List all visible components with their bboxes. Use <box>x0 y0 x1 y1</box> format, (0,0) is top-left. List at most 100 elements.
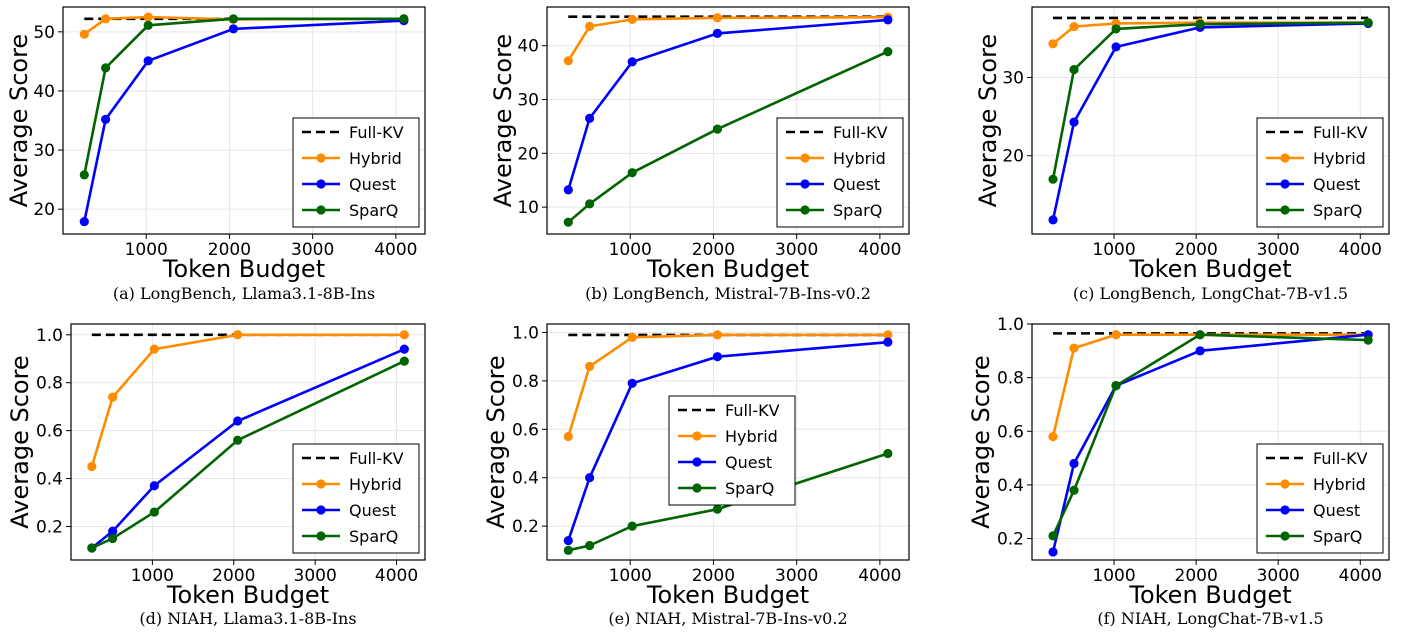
x-tick-label: 2000 <box>212 566 255 586</box>
data-point-sparq <box>563 217 573 227</box>
data-point-hybrid <box>87 461 97 472</box>
x-tick-label: 4000 <box>375 566 418 586</box>
data-point-sparq <box>101 63 111 73</box>
legend: Full-KV Hybrid Quest SparQ <box>668 395 796 506</box>
legend-label: Hybrid <box>1313 149 1366 168</box>
legend-label: Quest <box>349 175 396 194</box>
data-point-quest <box>101 114 111 124</box>
data-point-quest <box>233 416 243 426</box>
x-axis-label: Token Budget <box>1128 255 1291 283</box>
data-point-quest <box>1069 458 1079 469</box>
legend-marker <box>1280 179 1290 189</box>
legend-label: Full-KV <box>1313 123 1368 142</box>
legend-marker <box>316 179 326 189</box>
data-point-quest <box>149 481 159 491</box>
y-tick-label: 50 <box>33 23 55 43</box>
plot-frame <box>1031 323 1390 561</box>
data-point-hybrid <box>108 392 118 402</box>
data-point-sparq <box>1363 18 1373 28</box>
legend-marker <box>1280 479 1290 489</box>
data-point-sparq <box>108 533 118 544</box>
data-point-sparq <box>399 14 409 24</box>
legend-label: Hybrid <box>349 149 402 168</box>
legend-label: Full-KV <box>349 123 404 142</box>
y-tick-label: 0.4 <box>36 470 63 490</box>
x-tick-label: 3000 <box>775 566 818 586</box>
legend-marker <box>316 153 326 163</box>
y-tick-label: 0.8 <box>36 374 63 394</box>
legend: Full-KV Hybrid Quest SparQ <box>776 117 904 228</box>
x-tick-label: 3000 <box>775 240 818 260</box>
x-tick-label: 2000 <box>1175 566 1218 586</box>
x-tick-label: 2000 <box>208 240 251 260</box>
data-point-sparq <box>585 540 595 551</box>
x-tick-label: 2000 <box>692 566 735 586</box>
data-point-quest <box>883 337 893 347</box>
legend-label: Hybrid <box>833 149 886 168</box>
legend-label: SparQ <box>1313 201 1362 220</box>
data-point-hybrid <box>1111 330 1121 340</box>
data-point-hybrid <box>563 56 573 66</box>
data-point-quest <box>143 56 153 66</box>
data-point-hybrid <box>1048 432 1058 442</box>
y-tick-label: 0.6 <box>997 422 1024 442</box>
data-point-sparq <box>399 356 409 366</box>
data-point-sparq <box>1195 330 1205 340</box>
x-tick-label: 4000 <box>858 566 901 586</box>
chart-2: 1000 2000 3000 4000 10 20 30 40 Token Budget Aver… <box>489 6 910 303</box>
legend-label: SparQ <box>725 479 774 498</box>
legend-label: SparQ <box>349 201 398 220</box>
legend-marker <box>692 457 702 467</box>
x-tick-label: 2000 <box>692 240 735 260</box>
x-tick-label: 1000 <box>1092 240 1135 260</box>
x-tick-label: 1000 <box>1092 566 1135 586</box>
data-point-hybrid <box>627 14 637 24</box>
legend-marker <box>316 205 326 215</box>
y-tick-label: 0.2 <box>997 530 1024 550</box>
data-point-sparq <box>627 168 637 178</box>
data-point-sparq <box>149 507 159 517</box>
data-point-sparq <box>1069 65 1079 75</box>
legend-label: Quest <box>349 501 396 520</box>
data-point-hybrid <box>585 21 595 31</box>
data-point-sparq <box>79 170 89 180</box>
plot-frame <box>1031 6 1390 235</box>
data-point-sparq <box>712 504 723 514</box>
legend-marker <box>1280 531 1290 541</box>
data-point-sparq <box>1111 381 1121 391</box>
y-tick-label: 1.0 <box>512 323 539 343</box>
legend-marker <box>316 505 326 515</box>
data-point-quest <box>1111 42 1121 52</box>
data-point-quest <box>563 185 573 195</box>
legend-marker <box>800 179 810 189</box>
data-point-quest <box>712 28 723 38</box>
legend-label: Full-KV <box>349 449 404 468</box>
y-tick-label: 20 <box>517 144 539 164</box>
data-point-sparq <box>883 448 893 459</box>
data-point-quest <box>79 216 89 227</box>
x-tick-label: 1000 <box>125 240 168 260</box>
data-point-sparq <box>1195 19 1205 29</box>
data-point-hybrid <box>712 13 723 23</box>
legend-marker <box>1280 205 1290 215</box>
data-point-sparq <box>1111 24 1121 34</box>
legend-marker <box>316 531 326 541</box>
x-tick-label: 4000 <box>858 240 901 260</box>
y-tick-label: 40 <box>33 82 55 102</box>
chart-4: 1000 2000 3000 4000 0.2 0.4 0.6 0.8 1.0 Token Bud… <box>6 323 426 628</box>
data-point-hybrid <box>1048 39 1058 49</box>
y-tick-label: 0.6 <box>36 422 63 442</box>
data-point-sparq <box>1048 531 1058 541</box>
legend: Full-KV Hybrid Quest SparQ <box>292 443 420 554</box>
legend-label: Hybrid <box>725 427 778 446</box>
legend-label: SparQ <box>833 201 882 220</box>
legend-label: Full-KV <box>833 123 888 142</box>
data-point-hybrid <box>712 330 723 340</box>
x-tick-label: 3000 <box>1257 566 1300 586</box>
legend-marker <box>316 479 326 489</box>
data-point-quest <box>1048 215 1058 225</box>
legend-marker <box>692 483 702 493</box>
plot-frame <box>546 6 910 235</box>
legend-label: SparQ <box>349 527 398 546</box>
y-axis-label: Average Score <box>974 34 1002 207</box>
